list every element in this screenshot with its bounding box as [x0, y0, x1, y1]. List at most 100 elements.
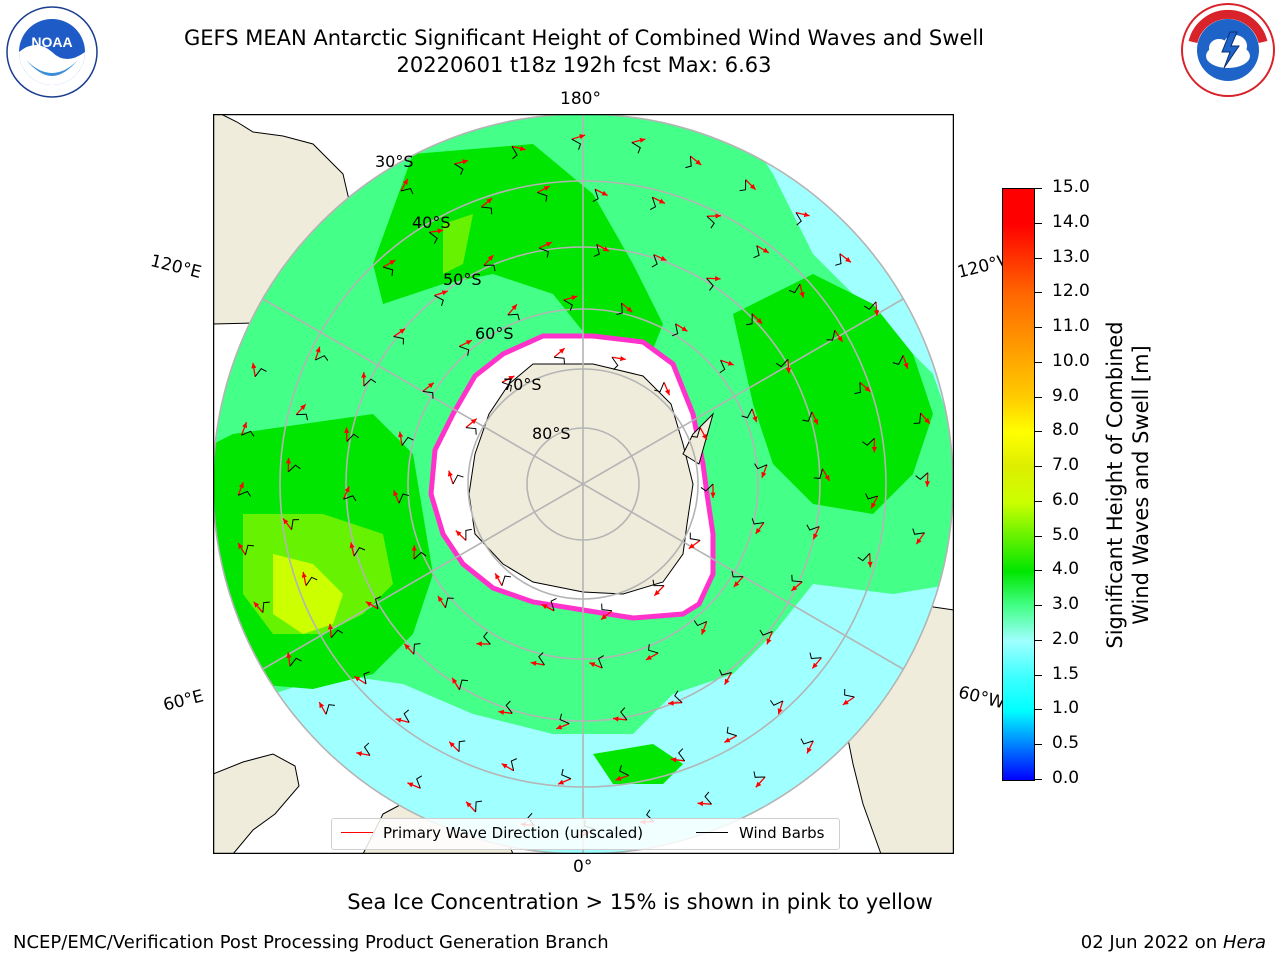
wave-direction-arrowhead: [285, 457, 292, 464]
wind-barb: [481, 206, 493, 215]
wind-barbs-legend-line: [696, 832, 728, 833]
wave-direction-arrowhead: [807, 747, 812, 754]
wind-barb: [475, 800, 483, 812]
wave-direction-legend-line: [341, 832, 373, 833]
lat-label-40s: 40°S: [412, 213, 451, 232]
wind-barb: [689, 532, 701, 541]
colorbar-tick-label: 1.5: [1052, 663, 1080, 684]
wave-direction-arrowhead: [344, 427, 350, 433]
colorbar-tick-label: 6.0: [1052, 489, 1080, 510]
wave-direction-arrowhead: [449, 741, 455, 748]
wind-barb: [597, 655, 604, 669]
map-legend: Primary Wave Direction (unscaled) Wind B…: [331, 818, 840, 850]
wave-direction-arrowhead: [755, 527, 761, 534]
lon-label-120e: 120°E: [148, 251, 204, 283]
map-subtitle: 20220601 t18z 192h fcst Max: 6.63: [396, 53, 772, 77]
wind-barb: [620, 707, 628, 721]
colorbar-tick: [1034, 535, 1042, 537]
lat-label-30s: 30°S: [375, 152, 414, 171]
wave-direction-arrowhead: [427, 382, 434, 389]
wave-direction-arrowhead: [543, 186, 550, 191]
wave-direction-arrowhead: [300, 404, 306, 411]
wind-barb: [800, 738, 814, 745]
wind-barb: [330, 629, 344, 639]
wave-direction-arrowhead: [873, 310, 880, 316]
wave-direction-arrowhead: [670, 757, 677, 763]
wind-barb: [459, 345, 470, 356]
colorbar-tick-label: 7.0: [1052, 455, 1080, 476]
wave-direction-arrowhead: [658, 198, 665, 204]
wind-barb: [507, 313, 520, 321]
wind-barb: [802, 411, 813, 422]
wind-barb: [465, 528, 472, 541]
wave-direction-arrowhead: [487, 255, 494, 261]
wind-barb: [775, 358, 789, 368]
colorbar-tick-label: 1.0: [1052, 698, 1080, 719]
wind-barb: [844, 688, 855, 698]
wind-barb: [452, 474, 464, 485]
wave-direction-arrowhead: [813, 533, 819, 540]
wave-direction-arrowhead: [756, 318, 763, 324]
colorbar-tick-label: 14.0: [1052, 211, 1090, 232]
wind-barb: [538, 652, 545, 666]
lat-label-60s: 60°S: [475, 324, 514, 343]
footer-branch: NCEP/EMC/Verification Post Processing Pr…: [13, 932, 609, 953]
wind-barbs: [237, 138, 929, 830]
colorbar-tick-label: 3.0: [1052, 594, 1080, 615]
wind-barb: [693, 620, 707, 627]
wind-barb: [674, 690, 683, 703]
colorbar-tick: [1034, 709, 1042, 711]
wave-direction-arrowhead: [727, 360, 734, 366]
wave-direction-arrowhead: [498, 709, 505, 715]
wave-direction-arrowhead: [437, 595, 444, 602]
wind-barb: [244, 544, 254, 556]
wave-direction-arrowhead: [837, 336, 843, 342]
wind-barb: [651, 254, 658, 268]
wind-barb: [363, 671, 370, 684]
wave-direction-arrowhead: [361, 372, 367, 378]
wave-direction-arrowhead: [601, 614, 607, 620]
wind-barb: [813, 468, 824, 479]
wind-barb: [700, 483, 714, 492]
wave-direction-arrowhead: [344, 486, 350, 493]
wind-barb: [374, 596, 382, 609]
wave-direction-arrowhead: [455, 530, 462, 537]
wind-barb: [538, 247, 549, 258]
colorbar-tick-label: 4.0: [1052, 559, 1080, 580]
wave-direction-arrowhead: [791, 585, 798, 591]
lon-label-60w: 60°W: [956, 682, 1007, 714]
wind-barb: [741, 408, 753, 419]
wind-barb: [754, 463, 768, 470]
colorbar-tick-label: 0.5: [1052, 733, 1080, 754]
wave-direction-arrowhead: [924, 417, 930, 424]
wind-barb: [593, 244, 600, 257]
colorbar-tick-label: 8.0: [1052, 420, 1080, 441]
wind-barb: [788, 283, 801, 294]
wave-direction-arrowhead: [411, 545, 417, 551]
wave-direction-arrowhead: [365, 601, 372, 607]
wave-direction-arrowhead: [404, 643, 410, 650]
wind-barb: [434, 295, 444, 307]
wave-direction-arrowhead: [813, 418, 818, 425]
wind-barb: [458, 679, 468, 690]
sea-ice-caption: Sea Ice Concentration > 15% is shown in …: [347, 890, 933, 914]
wind-barb: [501, 575, 511, 586]
wave-direction-arrowhead: [558, 348, 565, 354]
colorbar-tick: [1034, 327, 1042, 329]
colorbar-tick: [1034, 570, 1042, 572]
wave-direction-arrowhead: [501, 763, 508, 769]
wave-direction-arrowhead: [495, 573, 501, 580]
wind-barb: [254, 368, 267, 377]
wave-direction-arrowhead: [238, 482, 244, 489]
wind-barb: [501, 381, 512, 392]
wave-direction-arrowhead: [715, 213, 721, 219]
wind-barb: [325, 704, 335, 715]
wave-direction-arrowhead: [755, 781, 762, 788]
colorbar-tick: [1034, 396, 1042, 398]
colorbar-tick-label: 15.0: [1052, 177, 1090, 197]
colorbar-tick: [1034, 431, 1042, 433]
wave-direction-arrowhead: [541, 604, 548, 610]
wind-barb: [795, 212, 802, 226]
wave-direction-arrowhead: [558, 779, 565, 785]
wind-barb: [691, 427, 701, 438]
